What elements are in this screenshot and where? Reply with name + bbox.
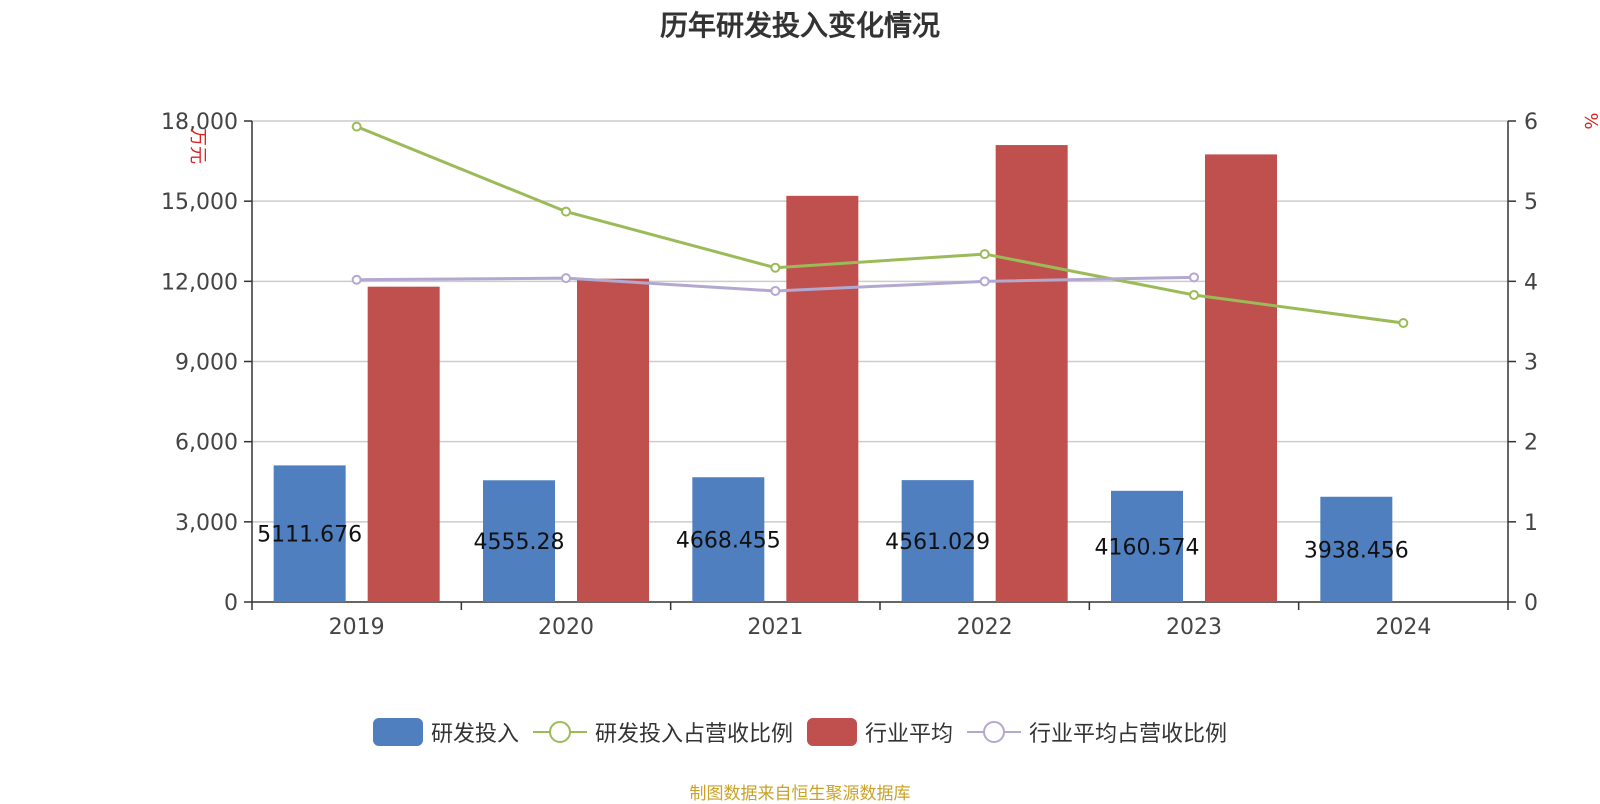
left-axis-tick-label: 3,000 bbox=[175, 511, 238, 536]
x-axis-tick-label: 2024 bbox=[1375, 615, 1431, 640]
x-axis-tick-label: 2021 bbox=[747, 615, 803, 640]
legend: 研发投入 研发投入占营收比例 行业平均 行业平均占营收比例 bbox=[0, 716, 1600, 748]
left-axis-tick-label: 15,000 bbox=[161, 190, 238, 215]
legend-swatch-industry-ratio bbox=[967, 721, 1022, 743]
bar-data-label: 3938.456 bbox=[1304, 538, 1409, 563]
point-rd-ratio bbox=[1398, 318, 1409, 329]
right-axis-tick-label: 4 bbox=[1524, 270, 1538, 295]
legend-item-rd-ratio[interactable]: 研发投入占营收比例 bbox=[532, 716, 793, 748]
point-rd-ratio bbox=[1189, 289, 1199, 300]
x-axis-tick-label: 2019 bbox=[329, 615, 385, 640]
bar-data-label: 5111.676 bbox=[257, 523, 362, 548]
bar-rd-investment bbox=[483, 480, 555, 602]
legend-item-industry-average[interactable]: 行业平均 bbox=[807, 716, 953, 748]
bar-data-label: 4160.574 bbox=[1095, 535, 1200, 560]
point-industry-ratio bbox=[351, 274, 362, 285]
point-industry-ratio bbox=[979, 276, 990, 287]
bar-data-label: 4668.455 bbox=[676, 529, 781, 554]
source-note: 制图数据来自恒生聚源数据库 bbox=[689, 784, 911, 804]
bar-industry-average bbox=[577, 278, 649, 602]
left-axis-tick-label: 6,000 bbox=[175, 431, 238, 456]
x-axis-tick-label: 2023 bbox=[1166, 615, 1222, 640]
bar-rd-investment bbox=[692, 477, 765, 602]
bar-rd-investment bbox=[1320, 496, 1393, 602]
bar-rd-investment bbox=[901, 480, 974, 602]
legend-label-rd-investment: 研发投入 bbox=[430, 722, 519, 747]
bar-industry-average bbox=[1205, 154, 1277, 602]
left-axis-tick-label: 18,000 bbox=[161, 110, 238, 135]
legend-swatch-rd-ratio bbox=[532, 721, 587, 743]
bar-industry-average bbox=[786, 195, 859, 603]
bar-rd-investment bbox=[273, 465, 346, 602]
right-axis-tick-label: 5 bbox=[1524, 190, 1538, 215]
right-axis-tick-label: 3 bbox=[1524, 351, 1538, 376]
point-industry-ratio bbox=[1189, 272, 1199, 283]
left-axis-tick-label: 12,000 bbox=[161, 270, 238, 295]
right-axis-tick-label: 0 bbox=[1524, 591, 1538, 616]
chart-title: 历年研发投入变化情况 bbox=[659, 9, 940, 42]
point-rd-ratio bbox=[770, 262, 781, 273]
legend-swatch-rd-investment bbox=[372, 718, 423, 746]
point-rd-ratio bbox=[351, 121, 362, 132]
x-axis-tick-label: 2022 bbox=[957, 615, 1013, 640]
right-axis-unit-label: % bbox=[1580, 112, 1600, 129]
right-axis-tick-label: 2 bbox=[1524, 431, 1538, 456]
legend-label-rd-ratio: 研发投入占营收比例 bbox=[594, 722, 793, 747]
left-axis-tick-label: 9,000 bbox=[175, 351, 238, 376]
legend-label-industry-average: 行业平均 bbox=[865, 722, 954, 747]
x-axis-tick-label: 2020 bbox=[538, 615, 594, 640]
legend-item-industry-ratio[interactable]: 行业平均占营收比例 bbox=[967, 716, 1227, 748]
point-industry-ratio bbox=[561, 273, 571, 284]
line-rd-ratio bbox=[356, 125, 1404, 325]
left-axis-unit-label: 万元 bbox=[187, 128, 208, 164]
bar-industry-average bbox=[367, 286, 440, 602]
bar-rd-investment bbox=[1111, 490, 1183, 602]
left-axis-tick-label: 0 bbox=[224, 591, 238, 616]
point-industry-ratio bbox=[770, 285, 781, 296]
right-axis-tick-label: 6 bbox=[1524, 110, 1538, 135]
point-rd-ratio bbox=[561, 206, 571, 217]
legend-item-rd-investment[interactable]: 研发投入 bbox=[372, 716, 519, 748]
right-axis-tick-label: 1 bbox=[1524, 511, 1538, 536]
bar-data-label: 4561.029 bbox=[885, 530, 990, 555]
legend-swatch-industry-average bbox=[807, 718, 857, 746]
legend-label-industry-ratio: 行业平均占营收比例 bbox=[1029, 722, 1228, 747]
point-rd-ratio bbox=[979, 249, 990, 260]
bar-industry-average bbox=[995, 145, 1068, 603]
bar-data-label: 4555.28 bbox=[474, 530, 565, 555]
